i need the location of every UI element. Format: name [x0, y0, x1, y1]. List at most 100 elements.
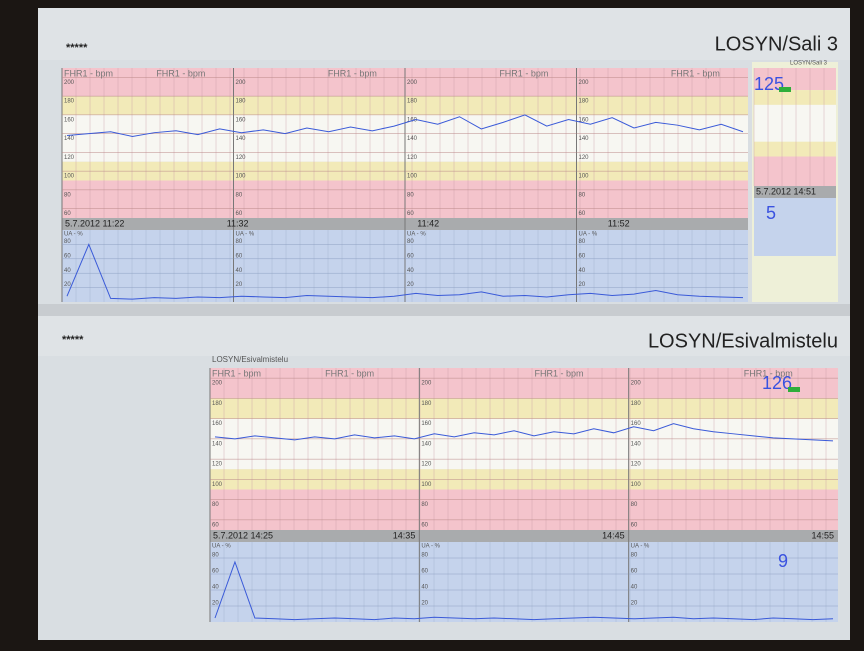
fhr-scale-label: 180	[236, 99, 247, 105]
fhr-label: FHR1 - bpm	[212, 368, 261, 378]
ua-scale-label: 40	[64, 268, 71, 274]
ua-scale-label: 40	[421, 585, 428, 591]
ua-label: UA - %	[421, 544, 440, 550]
fhr-scale-label: 60	[236, 211, 243, 217]
fhr-scale-label: 180	[631, 401, 642, 407]
fhr-label: FHR1 - bpm	[156, 68, 205, 78]
fhr-scale-label: 180	[421, 401, 432, 407]
fhr-band	[754, 142, 836, 157]
ua-label: UA - %	[579, 232, 598, 238]
fhr-scale-label: 60	[64, 211, 71, 217]
fhr-band	[754, 105, 836, 142]
fhr-scale-label: 100	[579, 174, 590, 180]
ua-scale-label: 20	[407, 282, 414, 288]
time-label: 11:42	[417, 218, 439, 228]
time-label: 14:45	[602, 530, 625, 540]
scrollbar[interactable]	[38, 304, 850, 316]
ua-scale-label: 60	[407, 253, 414, 259]
fhr-scale-label: 160	[236, 117, 247, 123]
fhr-label: FHR1 - bpm	[325, 368, 374, 378]
stars: *****	[66, 42, 88, 54]
ua-scale-label: 40	[236, 268, 243, 274]
ua-scale-label: 80	[236, 239, 243, 245]
ua-scale-label: 80	[579, 239, 586, 245]
fhr-scale-label: 120	[631, 462, 642, 468]
time-label: 5.7.2012 11:22	[65, 218, 124, 228]
time-label: 14:35	[393, 530, 416, 540]
fhr-scale-label: 80	[64, 192, 71, 198]
fhr-band	[210, 398, 838, 418]
window-title: LOSYN/Esivalmistelu	[648, 330, 838, 352]
ua-scale-label: 60	[421, 569, 428, 575]
fhr-label: FHR1 - bpm	[64, 68, 113, 78]
fhr-scale-label: 120	[64, 155, 75, 161]
window-title: LOSYN/Sali 3	[715, 33, 838, 55]
fhr-scale-label: 200	[64, 80, 75, 86]
ua-scale-label: 20	[579, 282, 586, 288]
ua-area	[210, 542, 838, 622]
ua-scale-label: 60	[64, 253, 71, 259]
ua-scale-label: 60	[579, 253, 586, 259]
fhr-scale-label: 60	[212, 522, 219, 528]
fhr-scale-label: 200	[421, 381, 432, 387]
ua-scale-label: 20	[421, 601, 428, 607]
fhr-scale-label: 80	[421, 502, 428, 508]
fhr-scale-label: 140	[407, 136, 418, 142]
fhr-scale-label: 120	[212, 462, 223, 468]
ua-scale-label: 40	[212, 585, 219, 591]
ua-scale-label: 80	[407, 239, 414, 245]
fhr-scale-label: 80	[212, 502, 219, 508]
side-time: 5.7.2012 14:51	[756, 186, 816, 196]
fhr-now: 126	[762, 373, 792, 393]
fhr-scale-label: 160	[421, 421, 432, 427]
ua-scale-label: 20	[212, 601, 219, 607]
fhr-scale-label: 200	[407, 80, 418, 86]
fhr-scale-label: 120	[421, 462, 432, 468]
fhr-label: FHR1 - bpm	[499, 68, 548, 78]
ua-now: 9	[778, 551, 788, 571]
ua-label: UA - %	[631, 544, 650, 550]
fhr-scale-label: 100	[212, 482, 223, 488]
stars: *****	[62, 334, 84, 346]
fhr-band	[210, 419, 838, 470]
fhr-scale-label: 140	[421, 441, 432, 447]
fhr-scale-label: 200	[579, 80, 590, 86]
signal-indicator	[779, 87, 791, 92]
fhr-scale-label: 180	[407, 99, 418, 105]
fhr-scale-label: 140	[212, 441, 223, 447]
ua-label: UA - %	[212, 544, 231, 550]
fhr-scale-label: 80	[407, 192, 414, 198]
fhr-scale-label: 100	[631, 482, 642, 488]
fhr-band	[210, 490, 838, 531]
fhr-scale-label: 100	[421, 482, 432, 488]
fhr-label: FHR1 - bpm	[328, 68, 377, 78]
ua-scale-label: 40	[631, 585, 638, 591]
fhr-scale-label: 60	[579, 211, 586, 217]
ua-scale-label: 20	[631, 601, 638, 607]
fhr-scale-label: 80	[236, 192, 243, 198]
ua-label: UA - %	[64, 232, 83, 238]
monitor-screen: ***** LOSYN/Sali 3 ***** LOSYN/Esivalmis…	[0, 0, 864, 651]
fhr-scale-label: 200	[236, 80, 247, 86]
ua-scale-label: 20	[236, 282, 243, 288]
fhr-scale-label: 120	[579, 155, 590, 161]
fhr-scale-label: 140	[579, 136, 590, 142]
fhr-band	[754, 157, 836, 187]
ua-scale-label: 80	[631, 553, 638, 559]
fhr-scale-label: 60	[407, 211, 414, 217]
fhr-scale-label: 100	[236, 174, 247, 180]
fhr-scale-label: 80	[631, 502, 638, 508]
fhr-scale-label: 60	[421, 522, 428, 528]
fhr-scale-label: 160	[631, 421, 642, 427]
ua-label: UA - %	[236, 232, 255, 238]
time-bar	[210, 530, 838, 542]
fhr-label: FHR1 - bpm	[534, 368, 583, 378]
fhr-scale-label: 140	[631, 441, 642, 447]
fhr-scale-label: 180	[212, 401, 223, 407]
ua-now: 5	[766, 203, 776, 223]
fhr-label: FHR1 - bpm	[671, 68, 720, 78]
fhr-scale-label: 160	[64, 117, 75, 123]
fhr-scale-label: 80	[579, 192, 586, 198]
fhr-scale-label: 120	[236, 155, 247, 161]
ua-scale-label: 60	[212, 569, 219, 575]
